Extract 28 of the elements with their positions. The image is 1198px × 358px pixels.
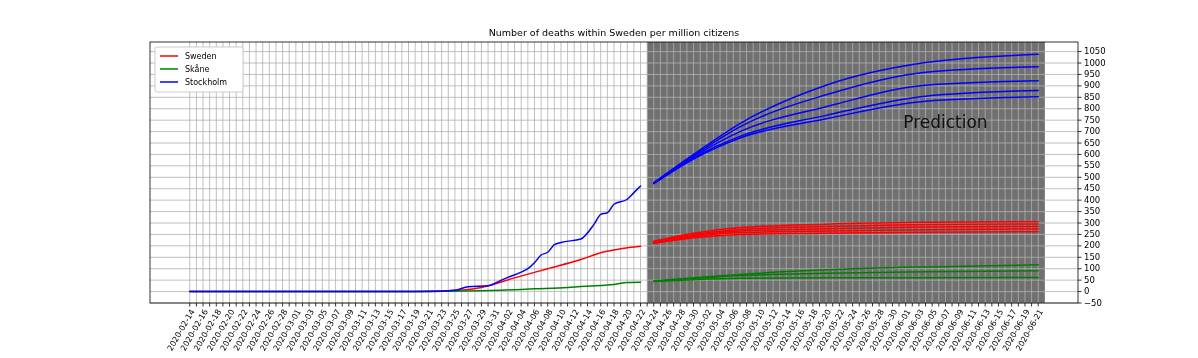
y-tick-label: 1000	[1084, 57, 1106, 68]
y-tick-label: 450	[1084, 183, 1101, 194]
y-tick-label: 950	[1084, 68, 1101, 79]
y-tick-label: 1050	[1084, 46, 1106, 57]
y-tick-label: 550	[1084, 160, 1101, 171]
y-tick-label: 650	[1084, 137, 1101, 148]
band-label: Prediction	[903, 112, 988, 133]
y-tick-label: 100	[1084, 263, 1101, 274]
y-tick-label: 800	[1084, 103, 1101, 114]
y-tick-label: 700	[1084, 126, 1101, 137]
y-tick-label: 0	[1084, 286, 1090, 297]
y-tick-label: 750	[1084, 114, 1101, 125]
y-tick-label: 200	[1084, 240, 1101, 251]
y-tick-label: 150	[1084, 251, 1101, 262]
y-tick-label: 250	[1084, 228, 1101, 239]
y-tick-label: 350	[1084, 206, 1101, 217]
legend-label: Skåne	[185, 63, 210, 74]
y-tick-label: 500	[1084, 171, 1101, 182]
legend-label: Sweden	[185, 51, 217, 61]
y-tick-label: −50	[1084, 297, 1102, 308]
y-tick-label: 600	[1084, 148, 1101, 159]
y-tick-label: 300	[1084, 217, 1101, 228]
chart-title: Number of deaths within Sweden per million citizens	[488, 27, 740, 38]
y-tick-label: 400	[1084, 194, 1101, 205]
y-tick-label: 50	[1084, 274, 1095, 285]
y-tick-label: 850	[1084, 91, 1101, 102]
y-tick-label: 900	[1084, 80, 1101, 91]
legend-label: Stockholm	[185, 77, 228, 87]
